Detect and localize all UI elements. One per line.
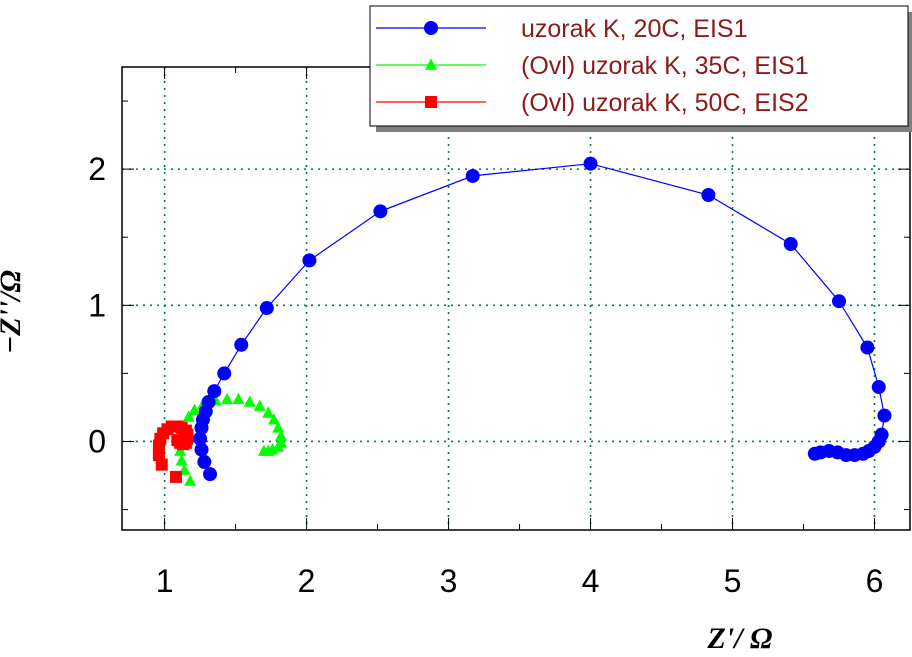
data-point [170, 471, 182, 483]
data-point [877, 409, 891, 423]
x-tick-label: 1 [156, 563, 174, 599]
x-tick-label: 4 [582, 563, 600, 599]
x-tick-label: 3 [440, 563, 458, 599]
data-point [808, 447, 822, 461]
legend-label: uzorak K, 20C, EIS1 [521, 15, 748, 43]
legend-label: (Ovl) uzorak K, 35C, EIS1 [521, 52, 809, 80]
data-point [234, 338, 248, 352]
legend-label: (Ovl) uzorak K, 50C, EIS2 [521, 89, 809, 117]
data-point [260, 301, 274, 315]
legend-marker [425, 96, 437, 108]
data-point [203, 467, 217, 481]
x-tick-label: 5 [724, 563, 742, 599]
data-point [872, 380, 886, 394]
data-point [207, 384, 221, 398]
data-point [860, 341, 874, 355]
data-point [373, 204, 387, 218]
y-tick-label: 1 [88, 287, 106, 323]
y-axis-title: −Z''/Ω [0, 270, 27, 354]
y-tick-label: 0 [88, 423, 106, 459]
data-point [197, 455, 211, 469]
x-tick-label: 6 [866, 563, 884, 599]
data-point [701, 188, 715, 202]
data-point [584, 157, 598, 171]
x-axis-title: Z'/ Ω [707, 622, 773, 655]
data-point [302, 253, 316, 267]
data-point [784, 237, 798, 251]
data-point [171, 434, 183, 446]
data-point [217, 366, 231, 380]
y-tick-label: 2 [88, 151, 106, 187]
data-point [466, 169, 480, 183]
legend: uzorak K, 20C, EIS1 (Ovl) uzorak K, 35C, … [370, 6, 912, 132]
x-tick-label: 2 [298, 563, 316, 599]
data-point [832, 294, 846, 308]
legend-marker [424, 21, 438, 35]
